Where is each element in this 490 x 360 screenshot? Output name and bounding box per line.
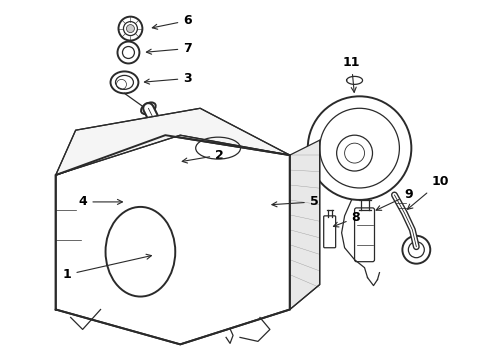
Text: 8: 8: [333, 211, 360, 227]
Text: 1: 1: [63, 254, 151, 281]
Polygon shape: [56, 135, 290, 345]
Circle shape: [209, 259, 214, 264]
Circle shape: [120, 191, 123, 195]
Text: 7: 7: [147, 42, 192, 55]
Polygon shape: [290, 140, 319, 310]
Circle shape: [102, 191, 106, 195]
Circle shape: [120, 209, 123, 213]
Text: 6: 6: [152, 14, 192, 29]
Text: 2: 2: [182, 149, 224, 163]
Circle shape: [229, 247, 235, 252]
Text: 10: 10: [408, 175, 449, 209]
Text: 5: 5: [272, 195, 319, 208]
Text: 3: 3: [145, 72, 192, 85]
Circle shape: [126, 24, 134, 32]
Circle shape: [209, 235, 214, 240]
Circle shape: [202, 247, 207, 252]
Text: 4: 4: [78, 195, 122, 208]
Circle shape: [222, 259, 227, 264]
Polygon shape: [56, 108, 290, 175]
Text: 11: 11: [343, 56, 360, 92]
Circle shape: [222, 235, 227, 240]
Circle shape: [102, 209, 106, 213]
Text: 9: 9: [376, 188, 413, 210]
